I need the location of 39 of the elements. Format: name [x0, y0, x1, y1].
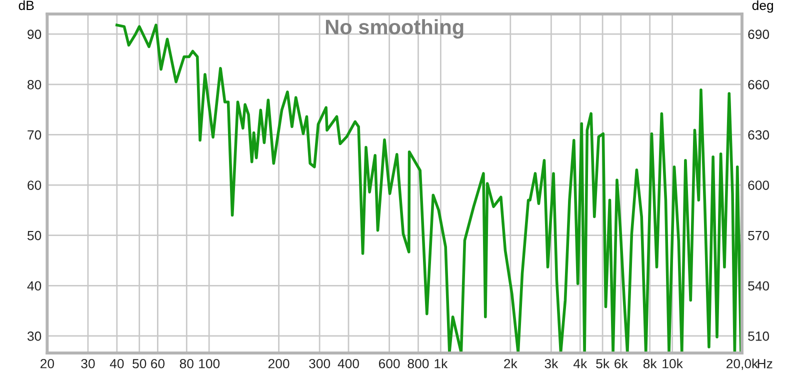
y-tick-label: 90 [28, 30, 42, 40]
y-tick-label: 60 [28, 180, 42, 190]
x-tick-label: 40 [110, 358, 124, 368]
x-tick-label: 2k [504, 358, 518, 368]
x-tick-label: 10k [662, 358, 683, 368]
x-tick-label: 6k [614, 358, 628, 368]
y-tick-label: 70 [28, 130, 42, 140]
x-tick-label: 20 [40, 358, 54, 368]
x-tick-label: 600 [378, 358, 400, 368]
x-tick-label: 800 [408, 358, 429, 368]
y-tick-label: 50 [28, 230, 42, 240]
y2-tick-label: 570 [748, 230, 770, 240]
chart-title: No smoothing [326, 19, 464, 39]
x-tick-label: 100 [199, 358, 220, 368]
x-tick-label: 400 [338, 358, 360, 368]
x-tick-label: 20,0k [726, 358, 758, 370]
x-tick-label: 4k [573, 358, 588, 368]
y2-tick-label: 630 [748, 130, 770, 140]
y2-tick-label: 660 [748, 80, 770, 90]
y2-tick-label: 510 [748, 332, 770, 341]
x-tick-label: 200 [268, 358, 290, 368]
y2-tick-label: 540 [748, 281, 770, 291]
x-tick-label: 5k [596, 358, 610, 368]
y2-tick-label: 600 [748, 180, 770, 190]
y-tick-label: 40 [27, 281, 42, 291]
x-tick-label: 30 [81, 358, 95, 368]
x-axis-title: Hz [758, 359, 772, 368]
y-axis-title: dB [18, 0, 34, 10]
y-tick-label: 80 [28, 80, 42, 90]
y2-tick-label: 690 [748, 30, 770, 40]
y-tick-label: 30 [27, 332, 42, 341]
x-tick-label: 50 [132, 358, 146, 368]
x-tick-label: 60 [151, 358, 165, 368]
x-tick-label: 300 [309, 358, 330, 368]
x-tick-label: 8k [643, 358, 657, 368]
x-tick-label: 1k [434, 358, 448, 368]
x-tick-label: 3k [544, 358, 558, 368]
x-tick-label: 80 [180, 358, 194, 368]
y2-axis-title: deg [752, 0, 773, 13]
